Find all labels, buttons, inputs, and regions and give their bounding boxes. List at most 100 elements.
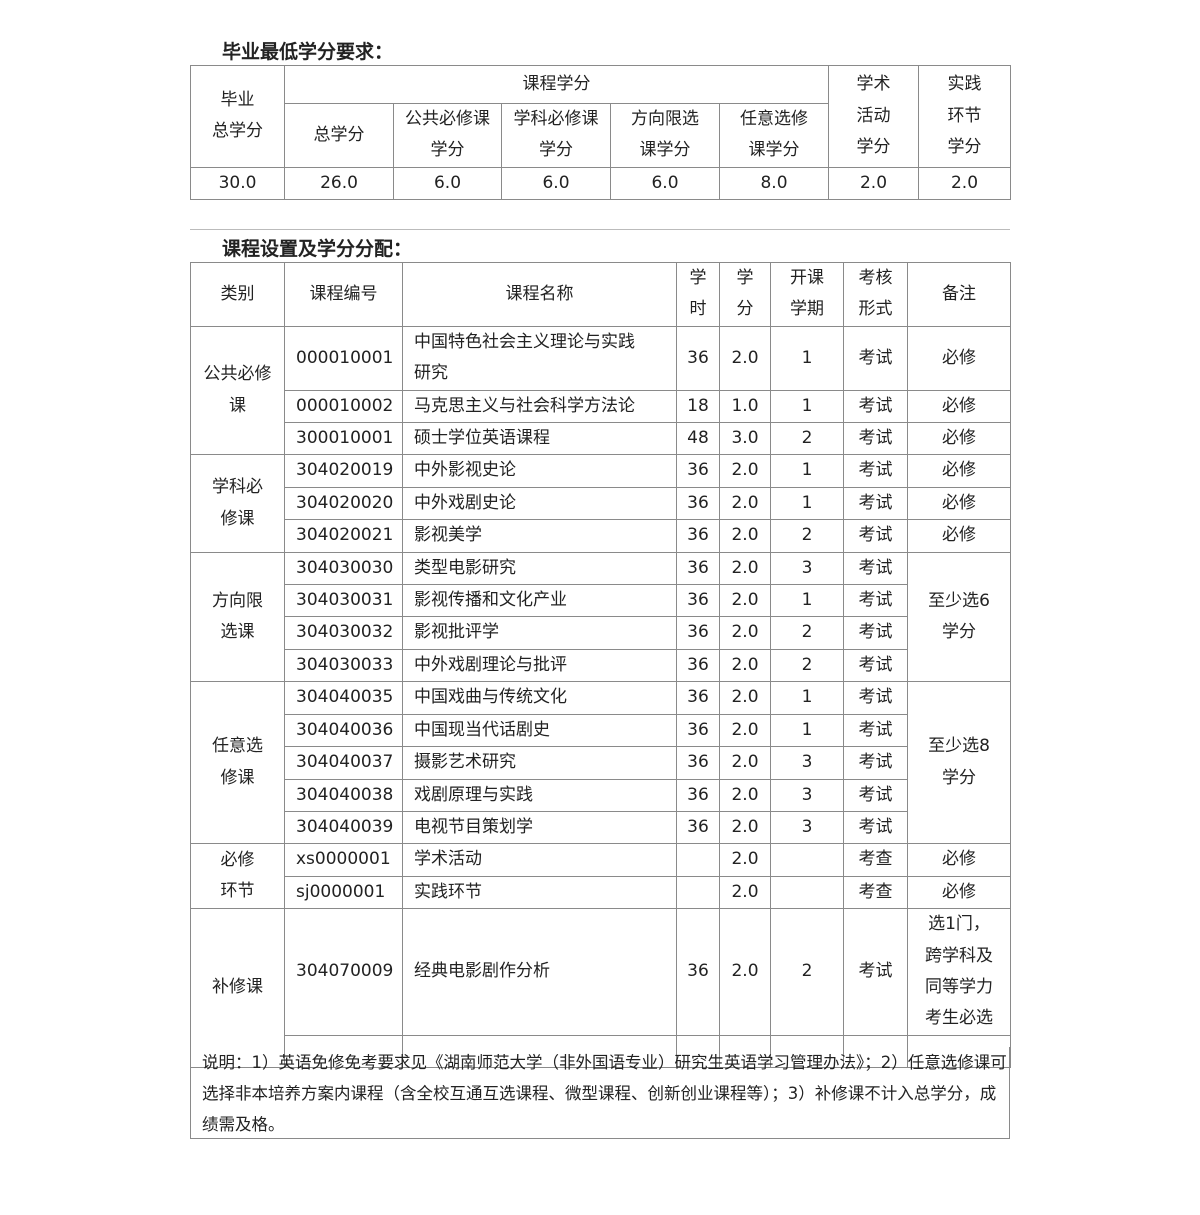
- table-row: 300010001 硕士学位英语课程 48 3.0 2 考试 必修: [191, 422, 1011, 456]
- course-credit: 2.0: [719, 746, 771, 780]
- table-row: [191, 1034, 1011, 1069]
- header-sub: 方向限选 课学分: [610, 103, 720, 168]
- course-code: 304040038: [284, 778, 403, 812]
- remark-text: 必修: [942, 881, 976, 902]
- course-code: [284, 1034, 403, 1069]
- header-grad-total: 毕业 总学分: [190, 65, 285, 168]
- course-name: [402, 1034, 677, 1069]
- course-name: 中国戏曲与传统文化: [402, 681, 677, 715]
- course-term: 2: [770, 616, 844, 650]
- remark-text: 必修: [942, 460, 976, 481]
- course-term: 1: [770, 486, 844, 521]
- category-cell: 补修课: [190, 908, 285, 1069]
- course-credit: 2.0: [719, 486, 771, 521]
- remark-cell: 必修: [907, 875, 1011, 910]
- course-hours: 36: [676, 486, 720, 521]
- remark-text: 必修: [942, 849, 976, 870]
- section-title-credits: 毕业最低学分要求：: [222, 41, 394, 63]
- divider: [190, 229, 1010, 230]
- credit-requirements-table: 毕业 总学分 课程学分 学术 活动 学分 实践 环节 学分 总学分 公共必修课 …: [190, 65, 1012, 201]
- course-name: 中外影视史论: [402, 454, 677, 488]
- category-cell: 必修 环节: [190, 843, 285, 910]
- footnote: 说明：1）英语免修免考要求见《湖南师范大学（非外国语专业）研究生英语学习管理办法…: [190, 1047, 1010, 1139]
- course-term: 3: [770, 551, 844, 586]
- course-term: 1: [770, 713, 844, 748]
- course-name: 中外戏剧史论: [402, 486, 677, 521]
- course-code: 304020019: [284, 454, 403, 488]
- course-credit: 2.0: [719, 584, 771, 618]
- course-code: 304030030: [284, 551, 403, 586]
- column-header: 备注: [907, 262, 1011, 327]
- course-term: 1: [770, 325, 844, 391]
- course-hours: 36: [676, 908, 720, 1036]
- header-sub: 任意选修 课学分: [718, 103, 830, 168]
- value-cell: 2.0: [918, 166, 1012, 201]
- value-cell: 8.0: [718, 166, 830, 201]
- remark-cell: 必修: [907, 325, 1011, 391]
- table-row: 补修课 304070009 经典电影剧作分析 36 2.0 2 考试 选1门，跨学科及同等学力…: [190, 908, 1011, 1069]
- course-credit: 2.0: [719, 519, 771, 553]
- course-code: 304040035: [284, 681, 403, 715]
- course-code: 000010002: [284, 389, 403, 424]
- value-cell: 26.0: [284, 166, 394, 201]
- course-hours: [676, 875, 720, 910]
- column-header: 课程编号: [284, 262, 403, 327]
- remark-text: 必修: [942, 525, 976, 546]
- table-row: 304020021 影视美学 36 2.0 2 考试 必修: [191, 519, 1011, 553]
- value-cell: 6.0: [610, 166, 720, 201]
- category-cell: 方向限 选课: [190, 551, 285, 683]
- course-code: 000010001: [284, 325, 403, 391]
- course-exam: 考试: [843, 454, 908, 488]
- course-exam: 考试: [843, 584, 908, 618]
- course-hours: [676, 843, 720, 877]
- course-hours: 36: [676, 584, 720, 618]
- category-cell: 任意选 修课: [190, 681, 285, 845]
- course-exam: 考试: [843, 551, 908, 586]
- course-name: 影视传播和文化产业: [402, 584, 677, 618]
- table-row: 方向限 选课 304030030 类型电影研究 36 2.0 3 考试 至少选6学分: [190, 551, 1011, 683]
- course-code: sj0000001: [284, 875, 403, 910]
- course-code: 304040039: [284, 810, 403, 845]
- column-header: 考核 形式: [843, 262, 908, 327]
- remark-text: 必修: [942, 492, 976, 513]
- course-credit: 2.0: [719, 681, 771, 715]
- course-exam: 考试: [843, 778, 908, 812]
- header-practice: 实践 环节 学分: [918, 65, 1012, 168]
- course-exam: 考试: [843, 810, 908, 845]
- course-hours: 36: [676, 681, 720, 715]
- course-hours: 36: [676, 810, 720, 845]
- course-credit: 2.0: [719, 325, 771, 391]
- course-code: 304030033: [284, 648, 403, 683]
- course-hours: 36: [676, 325, 720, 391]
- remark-cell: 必修: [907, 519, 1011, 553]
- course-term: 2: [770, 422, 844, 456]
- section-title-courses: 课程设置及学分分配：: [222, 238, 413, 260]
- table-row: 学科必 修课 304020019 中外影视史论 36 2.0 1 考试 必修: [190, 454, 1011, 553]
- course-hours: 36: [676, 713, 720, 748]
- table-row: 304030032 影视批评学 36 2.0 2 考试: [191, 616, 1011, 650]
- course-exam: 考试: [843, 681, 908, 715]
- course-code: 304040036: [284, 713, 403, 748]
- course-term: 1: [770, 389, 844, 424]
- course-credit: 2.0: [719, 551, 771, 586]
- course-credit: 2.0: [719, 648, 771, 683]
- remark-cell: 必修: [907, 422, 1011, 456]
- category-cell: 公共必修 课: [190, 325, 285, 456]
- course-hours: 36: [676, 648, 720, 683]
- course-term: [770, 875, 844, 910]
- course-term: 3: [770, 746, 844, 780]
- course-credit: 3.0: [719, 422, 771, 456]
- course-credit: 2.0: [719, 843, 771, 877]
- course-term: 1: [770, 681, 844, 715]
- remark-text: 必修: [942, 395, 976, 416]
- course-exam: 考试: [843, 746, 908, 780]
- remark-text: 选1门，跨学科及同等学力考生必选: [925, 914, 993, 1029]
- course-term: 1: [770, 454, 844, 488]
- course-exam: 考试: [843, 713, 908, 748]
- course-credit: 2.0: [719, 454, 771, 488]
- header-course-credits: 课程学分: [283, 65, 830, 104]
- value-cell: 30.0: [190, 166, 285, 201]
- course-credit: 1.0: [719, 389, 771, 424]
- course-name: 影视美学: [402, 519, 677, 553]
- table-row: 304040038 戏剧原理与实践 36 2.0 3 考试: [191, 778, 1011, 812]
